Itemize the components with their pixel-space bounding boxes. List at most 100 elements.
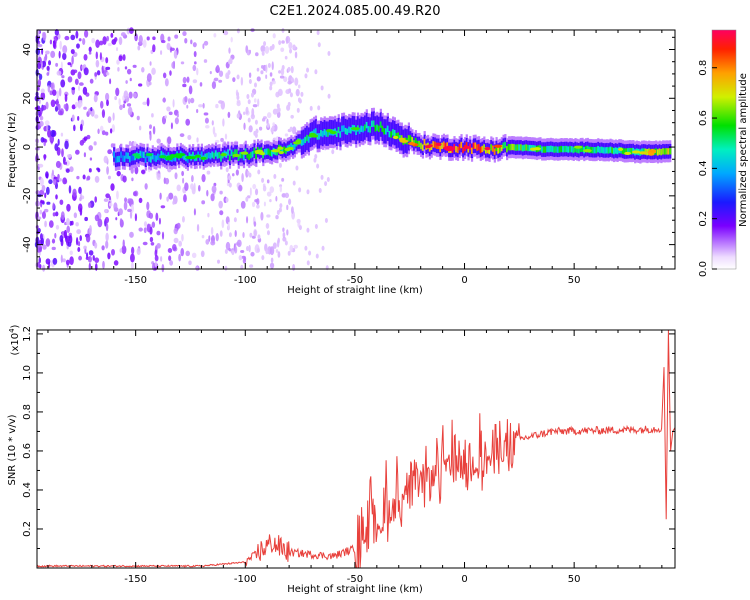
noise-speck xyxy=(56,70,62,76)
noise-speck xyxy=(97,128,100,135)
noise-speck xyxy=(62,52,67,61)
noise-speck xyxy=(71,104,76,110)
noise-speck xyxy=(41,211,46,219)
colorbar: 0.0 0.2 0.4 0.6 0.8 Normalized spectral ampl… xyxy=(698,29,749,277)
noise-speck xyxy=(41,47,44,55)
spectrogram-marks xyxy=(34,27,672,273)
noise-speck xyxy=(269,199,272,203)
noise-speck xyxy=(107,175,111,180)
noise-speck xyxy=(227,69,231,75)
noise-speck xyxy=(206,170,211,175)
noise-speck xyxy=(176,222,181,229)
ridge-peak xyxy=(408,142,416,146)
ridge-core xyxy=(113,151,116,158)
ridge-core xyxy=(462,146,465,154)
noise-speck xyxy=(105,71,110,76)
noise-speck xyxy=(105,57,109,64)
y-tick-label: 40 xyxy=(22,43,33,56)
ridge-core xyxy=(323,129,326,136)
noise-speck xyxy=(91,37,96,44)
noise-speck xyxy=(245,106,249,115)
noise-speck xyxy=(308,250,312,256)
ridge-core xyxy=(344,127,347,135)
colorbar-ticks: 0.0 0.2 0.4 0.6 0.8 xyxy=(698,60,717,277)
noise-speck xyxy=(231,250,235,256)
noise-speck xyxy=(266,191,272,197)
noise-speck xyxy=(238,255,243,261)
ridge-core xyxy=(248,153,251,160)
ridge-core xyxy=(456,146,460,154)
noise-speck xyxy=(138,227,143,232)
noise-speck xyxy=(236,101,241,107)
ridge-core xyxy=(495,144,498,152)
noise-speck xyxy=(52,202,55,210)
noise-speck xyxy=(257,169,261,175)
noise-speck xyxy=(138,125,142,131)
noise-speck xyxy=(46,201,51,205)
noise-speck xyxy=(265,64,268,73)
noise-speck xyxy=(210,240,216,246)
noise-speck xyxy=(288,42,293,50)
noise-speck xyxy=(102,260,105,269)
ridge-peak xyxy=(284,147,291,152)
ridge-core xyxy=(139,150,142,158)
noise-speck xyxy=(88,51,92,55)
ridge-core xyxy=(386,125,389,132)
noise-speck xyxy=(260,70,264,75)
ridge-core xyxy=(560,145,563,153)
noise-speck xyxy=(173,237,179,244)
noise-speck xyxy=(59,235,64,243)
noise-speck xyxy=(234,230,237,238)
noise-speck xyxy=(45,171,49,179)
ridge-peak xyxy=(399,139,409,143)
noise-speck xyxy=(94,263,98,271)
ridge-peak xyxy=(583,149,592,153)
noise-speck xyxy=(127,106,133,116)
ridge-core xyxy=(577,147,581,154)
ridge-core xyxy=(418,140,421,148)
noise-speck xyxy=(181,170,184,177)
noise-speck xyxy=(43,208,49,213)
noise-speck xyxy=(77,115,80,121)
noise-speck xyxy=(130,262,134,269)
noise-speck xyxy=(196,223,200,232)
ridge-peak xyxy=(351,127,360,131)
noise-speck xyxy=(75,237,79,246)
noise-speck xyxy=(287,101,291,107)
noise-speck xyxy=(161,263,165,273)
noise-speck xyxy=(245,168,249,178)
noise-speck xyxy=(123,201,128,211)
noise-speck xyxy=(47,129,52,138)
noise-speck xyxy=(35,200,40,207)
noise-speck xyxy=(151,113,154,118)
spectrogram-panel: -150 -100 -50 0 50 -40 -20 0 20 40 Height of stra… xyxy=(7,27,676,296)
noise-speck xyxy=(50,129,56,138)
ridge-core xyxy=(348,126,351,133)
ridge-core xyxy=(581,145,584,152)
noise-speck xyxy=(82,37,86,45)
noise-speck xyxy=(37,43,43,48)
noise-speck xyxy=(88,145,93,151)
noise-speck xyxy=(60,79,66,88)
noise-speck xyxy=(170,47,175,51)
noise-speck xyxy=(290,206,294,214)
noise-speck xyxy=(132,64,137,68)
ridge-core xyxy=(439,145,442,153)
noise-speck xyxy=(266,112,272,119)
snr-frame xyxy=(36,329,676,569)
noise-speck xyxy=(203,112,209,116)
noise-speck xyxy=(243,111,246,116)
noise-speck xyxy=(113,202,118,211)
ridge-core xyxy=(509,144,512,151)
noise-speck xyxy=(122,103,126,109)
noise-speck xyxy=(295,88,300,97)
noise-speck xyxy=(36,244,41,248)
noise-speck xyxy=(261,118,266,122)
noise-speck xyxy=(101,245,105,251)
noise-speck xyxy=(254,188,259,196)
noise-speck xyxy=(240,76,244,86)
noise-speck xyxy=(62,45,68,54)
ridge-peak xyxy=(271,149,281,153)
noise-speck xyxy=(271,125,275,131)
noise-speck xyxy=(66,154,72,158)
